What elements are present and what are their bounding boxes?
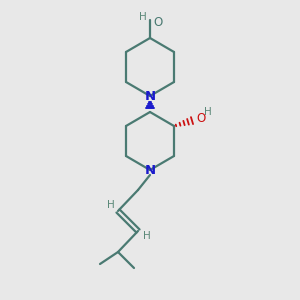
Text: N: N bbox=[144, 89, 156, 103]
Text: O: O bbox=[196, 112, 205, 124]
Text: H: H bbox=[107, 200, 115, 210]
Text: H: H bbox=[204, 107, 212, 117]
Text: O: O bbox=[153, 16, 162, 28]
Text: H: H bbox=[143, 231, 151, 241]
Text: N: N bbox=[144, 164, 156, 176]
Text: H: H bbox=[139, 12, 147, 22]
